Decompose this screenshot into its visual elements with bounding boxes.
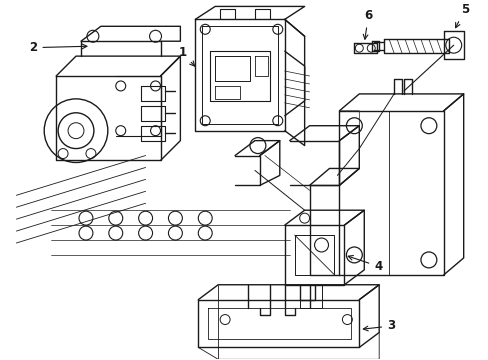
Text: 2: 2 [29,41,87,54]
Text: 4: 4 [347,256,382,273]
Text: 3: 3 [363,319,394,333]
Text: 6: 6 [363,9,372,39]
Text: 5: 5 [455,3,468,28]
Text: 1: 1 [178,46,194,66]
